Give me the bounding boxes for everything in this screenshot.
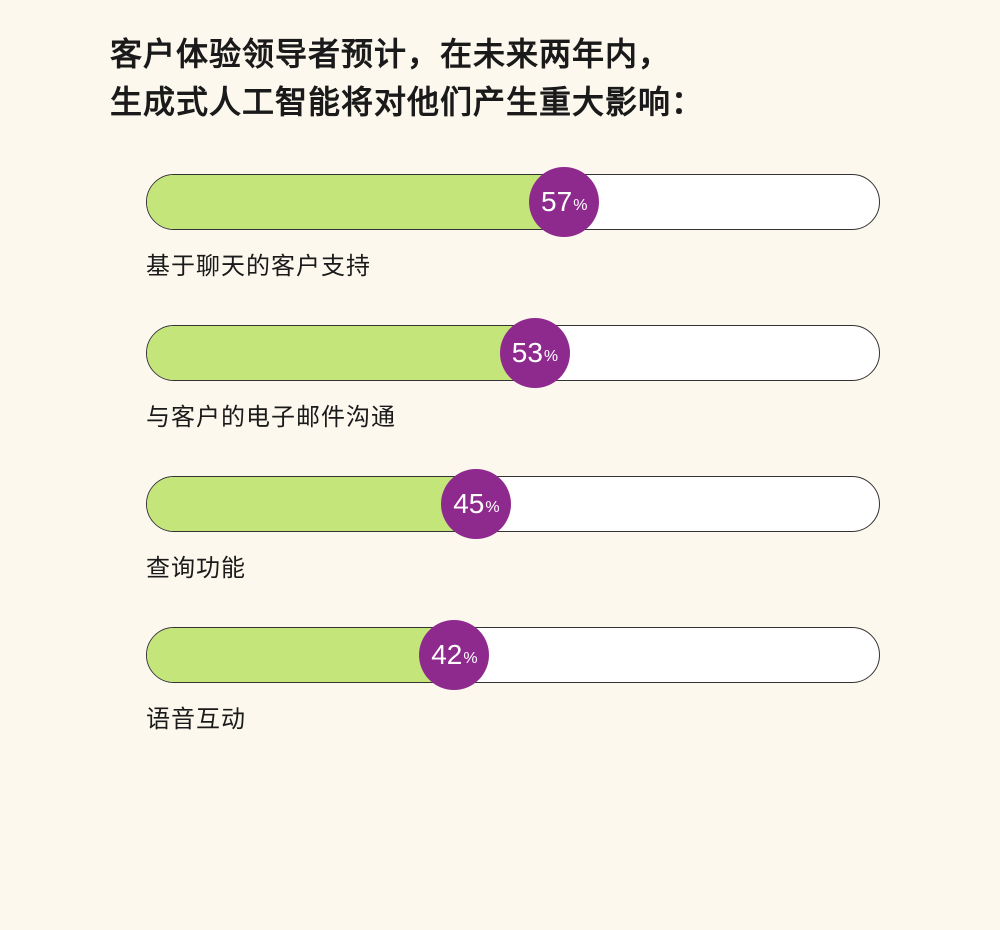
bar-value-number: 45 — [453, 490, 484, 518]
percent-suffix: % — [463, 650, 477, 668]
bar-label: 查询功能 — [146, 548, 880, 583]
bar-track: 45% — [146, 476, 880, 532]
bar-track: 53% — [146, 325, 880, 381]
bar-value-number: 57 — [541, 188, 572, 216]
bar-item: 42% 语音互动 — [146, 627, 880, 734]
percent-suffix: % — [485, 499, 499, 517]
bar-value-number: 42 — [431, 641, 462, 669]
chart-title: 客户体验领导者预计，在未来两年内， 生成式人工智能将对他们产生重大影响： — [110, 30, 890, 126]
percent-suffix: % — [544, 348, 558, 366]
bar-label: 基于聊天的客户支持 — [146, 246, 880, 281]
bar-value-knob: 57% — [529, 167, 599, 237]
bar-track: 57% — [146, 174, 880, 230]
bar-value-knob: 42% — [419, 620, 489, 690]
bar-value-knob: 45% — [441, 469, 511, 539]
percent-suffix: % — [573, 197, 587, 215]
bar-fill — [147, 628, 454, 682]
chart-title-line-1: 客户体验领导者预计，在未来两年内， — [110, 36, 671, 72]
bar-fill — [147, 477, 476, 531]
bar-fill — [147, 175, 564, 229]
bar-item: 45% 查询功能 — [146, 476, 880, 583]
bar-track: 42% — [146, 627, 880, 683]
bar-value-knob: 53% — [500, 318, 570, 388]
bar-fill — [147, 326, 535, 380]
chart-title-line-2: 生成式人工智能将对他们产生重大影响： — [110, 84, 704, 120]
bar-item: 57% 基于聊天的客户支持 — [146, 174, 880, 281]
bar-label: 语音互动 — [146, 699, 880, 734]
bar-value-number: 53 — [512, 339, 543, 367]
bar-list: 57% 基于聊天的客户支持 53% 与客户的电子邮件沟通 45% 查询功能 42% 语音互动 — [110, 174, 890, 734]
bar-item: 53% 与客户的电子邮件沟通 — [146, 325, 880, 432]
bar-label: 与客户的电子邮件沟通 — [146, 397, 880, 432]
